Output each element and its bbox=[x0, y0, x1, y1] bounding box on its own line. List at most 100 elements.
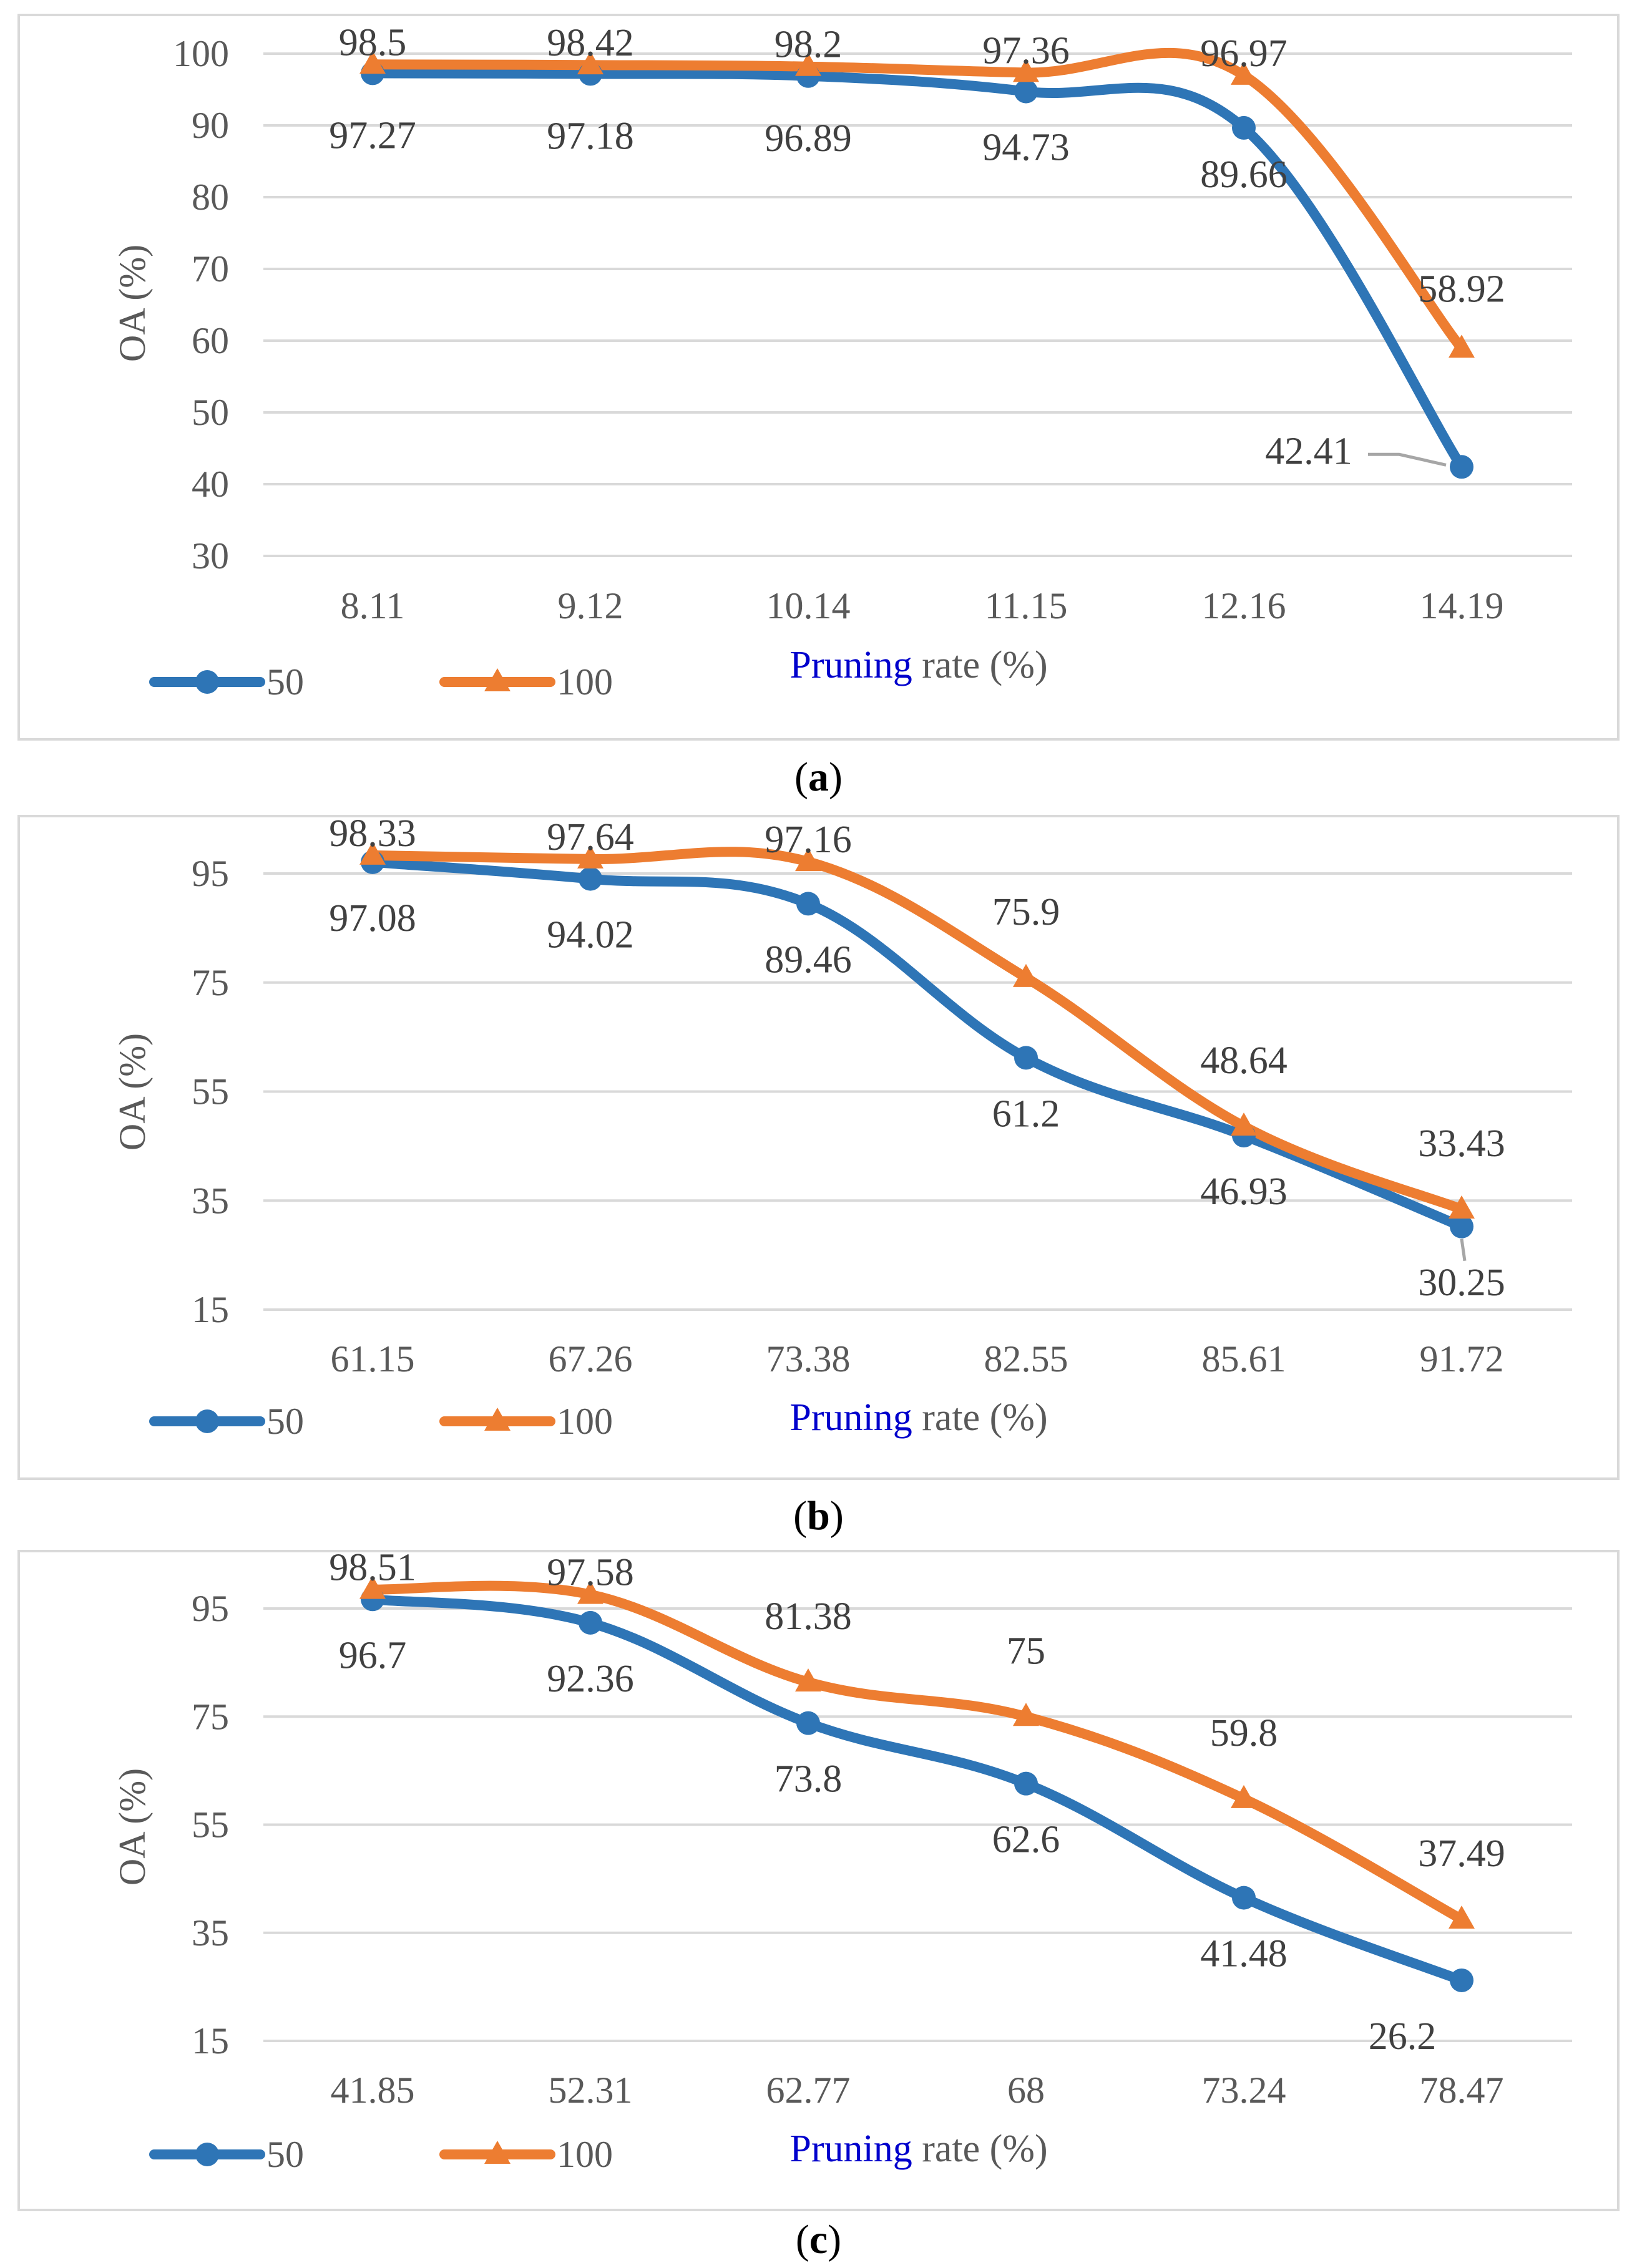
data-label-50: 97.08 bbox=[329, 897, 416, 940]
data-label-100: 37.49 bbox=[1418, 1832, 1505, 1875]
x-axis-label-rest: rate (%) bbox=[912, 644, 1048, 686]
x-tick-label: 73.38 bbox=[766, 1338, 851, 1380]
legend-label-50: 50 bbox=[266, 661, 304, 703]
y-tick-label: 15 bbox=[192, 2020, 229, 2061]
data-point-100 bbox=[577, 845, 603, 869]
data-label-100: 98.33 bbox=[329, 817, 416, 855]
x-axis-label-rest: rate (%) bbox=[912, 1396, 1048, 1439]
y-tick-label: 35 bbox=[192, 1180, 229, 1221]
data-point-100 bbox=[1231, 1784, 1257, 1808]
data-point-100 bbox=[1013, 963, 1039, 987]
legend-label-50: 50 bbox=[266, 2134, 304, 2175]
data-point-50 bbox=[796, 892, 820, 916]
x-axis-label: Pruning rate (%) bbox=[789, 644, 1047, 686]
x-axis-label-rest: rate (%) bbox=[912, 2128, 1048, 2170]
data-point-100 bbox=[1231, 1112, 1257, 1136]
data-point-100 bbox=[359, 51, 386, 74]
legend-label-100: 100 bbox=[557, 2134, 613, 2175]
legend-label-100: 100 bbox=[557, 661, 613, 703]
data-label-50: 96.7 bbox=[339, 1634, 407, 1677]
chart-b-svg: 15 35 55 75 95 OA (%) 61.15 67.26 73.38 82.55 85.6… bbox=[112, 817, 1572, 1442]
y-tick-label: 50 bbox=[192, 392, 229, 433]
data-label-100: 58.92 bbox=[1418, 268, 1505, 310]
data-point-50 bbox=[1014, 1046, 1038, 1070]
x-axis-label: Pruning rate (%) bbox=[789, 2128, 1047, 2170]
data-label-50: 42.41 bbox=[1265, 430, 1352, 472]
data-label-50: 89.66 bbox=[1200, 153, 1288, 196]
legend-marker-50 bbox=[195, 1409, 219, 1433]
data-label-100: 97.16 bbox=[765, 819, 852, 861]
data-point-50 bbox=[1232, 1886, 1256, 1910]
y-tick-label: 40 bbox=[192, 464, 229, 505]
data-label-50: 61.2 bbox=[992, 1093, 1060, 1135]
x-axis-label-accent: Pruning bbox=[789, 1396, 912, 1439]
chart-panel-a: 30 40 50 60 70 80 90 100 OA (%) 8.11 9.12 10.14 11.1… bbox=[17, 14, 1620, 741]
x-axis-label-accent: Pruning bbox=[789, 2128, 912, 2170]
data-point-50 bbox=[1450, 1214, 1473, 1239]
data-point-100 bbox=[577, 51, 603, 75]
y-tick-label: 100 bbox=[173, 33, 229, 74]
data-point-50 bbox=[1014, 79, 1038, 104]
chart-panel-c: 15 35 55 75 95 OA (%) 41.85 52.31 62.77 68 73.24 78… bbox=[17, 1550, 1620, 2211]
data-point-50 bbox=[796, 1711, 820, 1735]
data-label-100: 98.2 bbox=[775, 24, 843, 66]
data-point-50 bbox=[1232, 115, 1256, 140]
data-label-100: 59.8 bbox=[1210, 1712, 1278, 1755]
data-label-100: 96.97 bbox=[1200, 32, 1288, 75]
x-tick-label: 61.15 bbox=[331, 1338, 415, 1380]
y-tick-label: 95 bbox=[192, 853, 229, 894]
legend-marker-100 bbox=[484, 1408, 511, 1431]
x-tick-label: 91.72 bbox=[1420, 1338, 1504, 1380]
data-label-50: 92.36 bbox=[547, 1658, 634, 1700]
y-tick-label: 35 bbox=[192, 1912, 229, 1954]
data-point-100 bbox=[1013, 1703, 1039, 1726]
data-point-50 bbox=[1014, 1771, 1038, 1796]
data-label-100: 48.64 bbox=[1200, 1039, 1288, 1082]
x-tick-label: 82.55 bbox=[984, 1338, 1068, 1380]
data-point-100 bbox=[1449, 1905, 1475, 1929]
data-label-100: 33.43 bbox=[1418, 1122, 1505, 1165]
data-label-50: 26.2 bbox=[1369, 2015, 1437, 2058]
y-tick-label: 95 bbox=[192, 1588, 229, 1629]
y-tick-label: 55 bbox=[192, 1071, 229, 1112]
data-label-50: 46.93 bbox=[1200, 1171, 1288, 1213]
series-line-50 bbox=[368, 1594, 1467, 1985]
y-tick-label: 15 bbox=[192, 1289, 229, 1330]
y-tick-label: 75 bbox=[192, 1696, 229, 1737]
x-tick-label: 14.19 bbox=[1420, 585, 1504, 626]
y-tick-label: 75 bbox=[192, 962, 229, 1003]
data-label-100: 81.38 bbox=[765, 1595, 852, 1638]
leader-line bbox=[1368, 452, 1447, 467]
legend-marker-100 bbox=[484, 2141, 511, 2164]
data-point-100 bbox=[795, 848, 821, 872]
data-point-100 bbox=[359, 841, 386, 865]
data-point-100 bbox=[359, 1575, 386, 1599]
series-line-100 bbox=[368, 1580, 1467, 1925]
y-axis-label: OA (%) bbox=[112, 1033, 153, 1151]
caption-b: (b) bbox=[793, 1493, 844, 1539]
data-label-50: 30.25 bbox=[1418, 1262, 1505, 1304]
data-point-100 bbox=[577, 1580, 603, 1604]
data-label-100: 75.9 bbox=[992, 891, 1060, 933]
data-point-100 bbox=[1013, 59, 1039, 82]
x-tick-label: 73.24 bbox=[1202, 2070, 1286, 2111]
y-axis-label: OA (%) bbox=[112, 1768, 153, 1886]
legend-marker-50 bbox=[195, 670, 219, 694]
y-tick-label: 80 bbox=[192, 177, 229, 218]
x-tick-label: 78.47 bbox=[1420, 2070, 1504, 2111]
x-tick-label: 10.14 bbox=[766, 585, 851, 626]
chart-c-svg: 15 35 55 75 95 OA (%) 41.85 52.31 62.77 68 73.24 78… bbox=[112, 1552, 1572, 2175]
series-line-100 bbox=[368, 47, 1467, 354]
y-tick-label: 70 bbox=[192, 248, 229, 290]
x-tick-label: 68 bbox=[1007, 2070, 1045, 2111]
x-axis-label-accent: Pruning bbox=[789, 644, 912, 686]
data-label-100: 98.42 bbox=[547, 22, 634, 64]
series-line-100 bbox=[368, 847, 1467, 1214]
y-tick-label: 55 bbox=[192, 1804, 229, 1846]
data-label-50: 41.48 bbox=[1200, 1933, 1288, 1975]
data-label-100: 75 bbox=[1007, 1630, 1045, 1672]
data-label-50: 96.89 bbox=[765, 117, 852, 160]
data-point-50 bbox=[1450, 1968, 1473, 1992]
chart-panel-b: 15 35 55 75 95 OA (%) 61.15 67.26 73.38 82.55 85.6… bbox=[17, 815, 1620, 1480]
x-tick-label: 85.61 bbox=[1202, 1338, 1286, 1380]
